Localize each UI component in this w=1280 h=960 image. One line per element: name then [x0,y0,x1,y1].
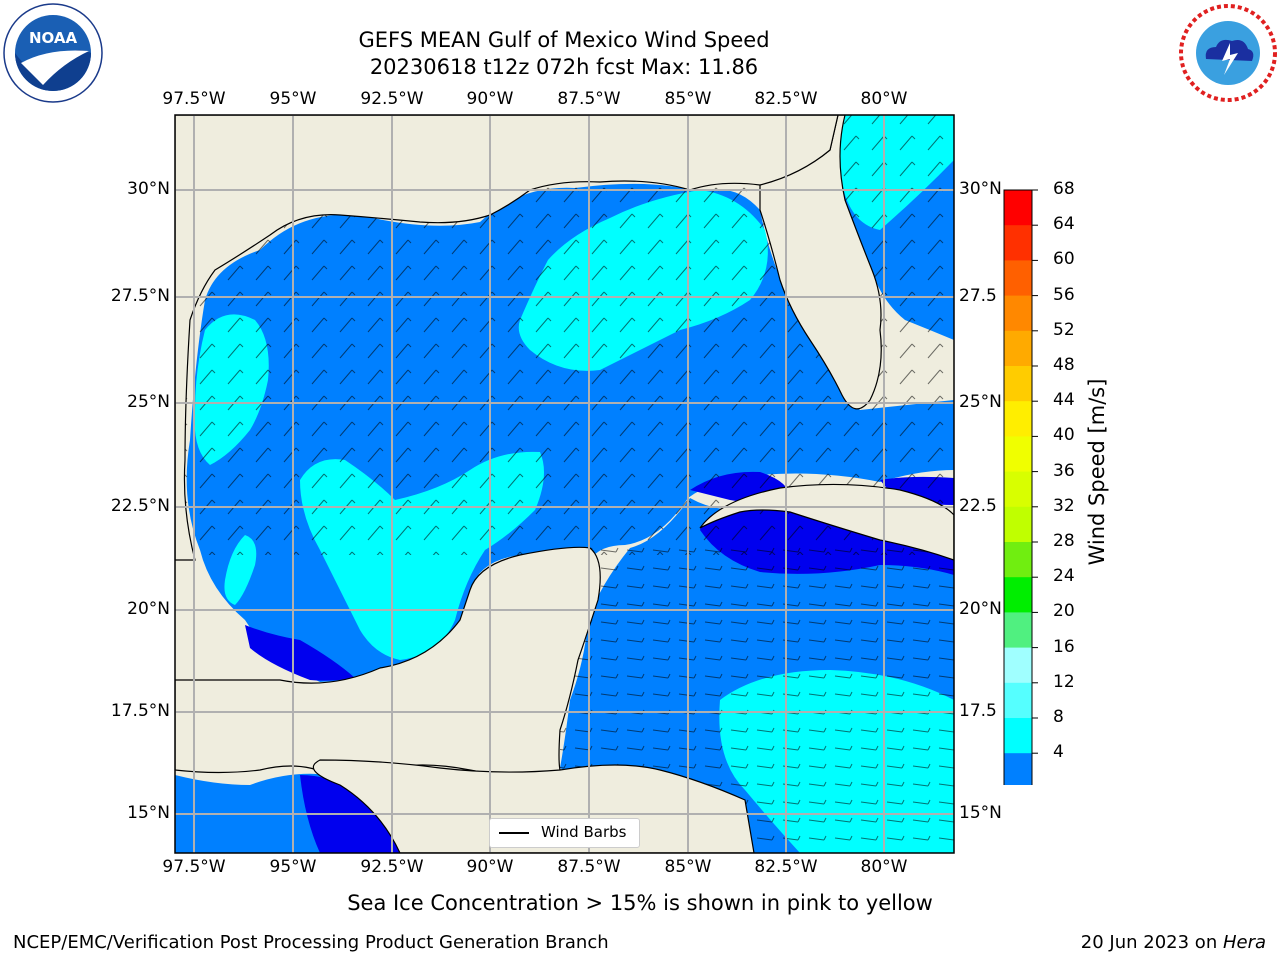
colorbar-frame [1003,189,1033,785]
lon-tick-bottom-4: 90°W [466,857,514,877]
lat-tick-right-7: 15°N [959,803,1002,823]
colorbar-segment [1004,471,1032,508]
colorbar [1003,189,1038,785]
colorbar-tick-label: 8 [1053,707,1064,727]
colorbar-segment [1004,718,1032,754]
lon-tick-top-1: 97.5°W [162,89,226,109]
lon-tick-top-5: 87.5°W [557,89,621,109]
colorbar-segment [1004,330,1032,367]
colorbar-segment [1004,647,1032,684]
colorbar-tick-label: 20 [1053,601,1075,622]
colorbar-tick-label: 44 [1053,390,1075,411]
yucatan-land [175,546,601,776]
lon-tick-top-6: 85°W [664,89,712,109]
wind-lt4-region-campeche [245,625,355,681]
colorbar-tick-label: 48 [1053,355,1075,375]
noaa-logo-text: NOAA [29,29,78,47]
lat-tick-left-5: 20°N [127,599,170,619]
lon-tick-bottom-5: 87.5°W [557,857,621,877]
colorbar-tick-label: 56 [1053,284,1075,305]
lat-tick-right-2: 27.5 [959,286,997,306]
colorbar-tick-label: 16 [1053,636,1075,657]
lat-tick-right-1: 30°N [959,179,1002,199]
colorbar-tick-label: 28 [1053,531,1075,551]
colorbar-segment [1004,753,1032,785]
lon-tick-bottom-3: 92.5°W [360,857,424,877]
noaa-logo-icon: NOAA [3,3,103,103]
colorbar-tick-label: 64 [1053,214,1075,235]
lat-tick-left-2: 27.5°N [110,286,170,306]
colorbar-tick-label: 52 [1053,319,1075,340]
map-frame [174,114,955,854]
colorbar-segment [1004,260,1032,297]
sea-ice-caption: Sea Ice Concentration > 15% is shown in … [347,891,933,915]
colorbar-tick-label: 40 [1053,425,1075,446]
lon-tick-top-4: 90°W [466,89,514,109]
colorbar-title: Wind Speed [m/s] [1085,378,1109,566]
wind-barb-legend-line [499,832,529,834]
footer-date-prefix: 20 Jun 2023 on [1080,932,1223,953]
colorbar-segment [1004,682,1032,719]
central-america-land [312,759,755,853]
colorbar-segment [1004,366,1032,402]
lat-tick-left-4: 22.5°N [110,496,170,516]
map-legend: Wind Barbs [489,818,640,848]
lon-tick-top-8: 80°W [860,89,908,109]
lat-tick-left-1: 30°N [127,179,170,199]
colorbar-tick-label: 24 [1053,566,1075,587]
lon-tick-bottom-7: 82.5°W [754,857,818,877]
lat-tick-left-3: 25°N [127,392,170,412]
cuba-land [699,483,954,561]
footer-machine: Hera [1222,932,1266,953]
lon-tick-bottom-8: 80°W [860,857,908,877]
lat-tick-left-6: 17.5°N [110,701,170,721]
colorbar-segment [1004,542,1032,578]
colorbar-tick-label: 36 [1053,460,1075,481]
lon-tick-bottom-2: 95°W [269,857,317,877]
colorbar-segment [1004,401,1032,437]
footer-branch: NCEP/EMC/Verification Post Processing Pr… [13,932,609,953]
lon-tick-top-3: 92.5°W [360,89,424,109]
lon-tick-top-7: 82.5°W [754,89,818,109]
lon-tick-top-2: 95°W [269,89,317,109]
lat-tick-right-5: 20°N [959,599,1002,619]
lat-tick-right-4: 22.5 [959,496,997,516]
colorbar-tick-label: 32 [1053,495,1075,516]
colorbar-segment [1004,506,1032,543]
chart-title: GEFS MEAN Gulf of Mexico Wind Speed [358,28,770,52]
colorbar-tick-label: 68 [1053,179,1075,199]
colorbar-segment [1004,436,1032,473]
footer-date: 20 Jun 2023 on Hera [1081,932,1266,953]
colorbar-segment [1004,612,1032,649]
colorbar-segment [1004,190,1032,226]
lon-tick-bottom-1: 97.5°W [162,857,226,877]
lat-tick-left-7: 15°N [127,803,170,823]
colorbar-segment [1004,577,1032,613]
colorbar-segment [1004,295,1032,332]
nws-logo-icon [1179,4,1277,102]
colorbar-tick-label: 4 [1053,742,1064,763]
colorbar-tick-label: 12 [1053,671,1075,692]
legend-label: Wind Barbs [541,823,627,841]
chart-subtitle: 20230618 t12z 072h fcst Max: 11.86 [369,55,759,79]
colorbar-tick-label: 60 [1053,249,1075,270]
lon-tick-bottom-6: 85°W [664,857,712,877]
lat-tick-right-6: 17.5 [959,701,997,721]
colorbar-segment [1004,225,1032,261]
lat-tick-right-3: 25°N [959,392,1002,412]
map-gridlines [175,115,954,853]
florida-land [759,115,882,410]
